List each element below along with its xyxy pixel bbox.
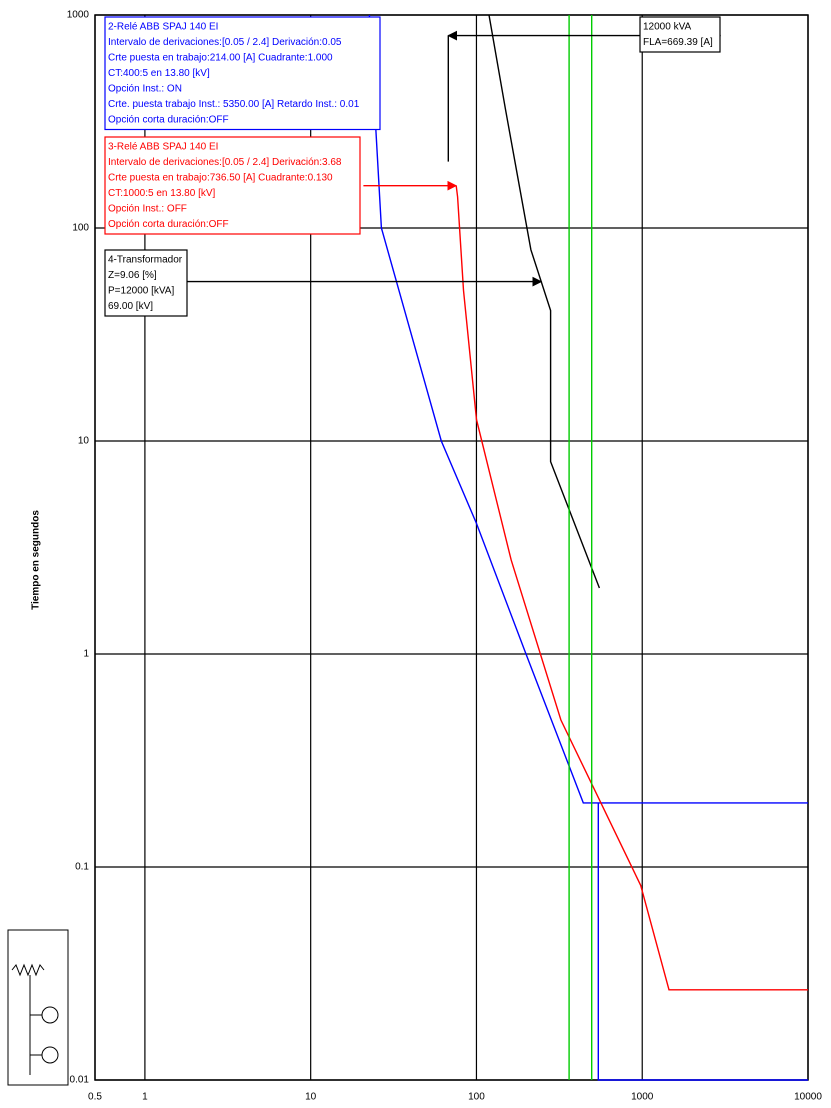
x-tick-label: 10000 <box>794 1092 822 1103</box>
annotation-text: Opción corta duración:OFF <box>108 115 229 126</box>
x-tick-label: 0.5 <box>88 1092 102 1103</box>
annotation-frame <box>104 249 188 317</box>
y-tick-label: 1 <box>83 649 89 660</box>
annotation-box: 12000 kVA FLA=669.39 [A] <box>639 16 721 53</box>
annotation-frame <box>639 16 721 53</box>
x-tick-label: 1000 <box>631 1092 654 1103</box>
annotation-text: 3-Relé ABB SPAJ 140 EI <box>108 142 218 153</box>
annotation-text: Opción corta duración:OFF <box>108 219 229 230</box>
annotation-text: Crte puesta en trabajo:214.00 [A] Cuadra… <box>108 53 333 64</box>
annotation-frame <box>104 16 381 131</box>
annotation-text: Opción Inst.: OFF <box>108 204 187 215</box>
y-tick-label: 10 <box>78 436 90 447</box>
y-tick-label: 100 <box>72 223 89 234</box>
x-tick-label: 100 <box>468 1092 485 1103</box>
annotation-text: FLA=669.39 [A] <box>643 37 713 48</box>
annotation-text: Z=9.06 [%] <box>108 270 157 281</box>
annotation-text: 2-Relé ABB SPAJ 140 EI <box>108 22 218 33</box>
annotation-box: 3-Relé ABB SPAJ 140 EI Intervalo de deriv… <box>104 136 361 235</box>
curve <box>455 185 808 991</box>
annotation-text: Intervalo de derivaciones:[0.05 / 2.4] D… <box>108 37 342 48</box>
annotation-frame <box>104 136 361 235</box>
annotation-text: Crte. puesta trabajo Inst.: 5350.00 [A] … <box>108 99 360 110</box>
x-tick-label: 10 <box>305 1092 317 1103</box>
annotation-box: 2-Relé ABB SPAJ 140 EI Intervalo de deriv… <box>104 16 381 131</box>
x-tick-label: 1 <box>142 1092 148 1103</box>
y-tick-label: 0.1 <box>75 862 89 873</box>
annotation-text: 4-Transformador <box>108 255 183 266</box>
annotation-text: CT:1000:5 en 13.80 [kV] <box>108 188 216 199</box>
annotation-text: P=12000 [kVA] <box>108 286 174 297</box>
curve <box>488 14 601 589</box>
one-line-diagram <box>7 929 69 1086</box>
annotation-text: 12000 kVA <box>643 22 692 33</box>
annotation-box: 4-Transformador Z=9.06 [%] P=12000 [kVA] 69… <box>104 249 188 317</box>
annotation-text: 69.00 [kV] <box>108 301 153 312</box>
y-axis-label: Tiempo en segundos <box>31 510 42 610</box>
annotation-text: Opción Inst.: ON <box>108 84 182 95</box>
annotation-text: Intervalo de derivaciones:[0.05 / 2.4] D… <box>108 157 342 168</box>
annotation-text: Crte puesta en trabajo:736.50 [A] Cuadra… <box>108 173 333 184</box>
annotation-text: CT:400:5 en 13.80 [kV] <box>108 68 210 79</box>
curve <box>368 14 808 1081</box>
y-tick-label: 0.01 <box>70 1075 90 1086</box>
y-tick-label: 1000 <box>67 10 90 21</box>
